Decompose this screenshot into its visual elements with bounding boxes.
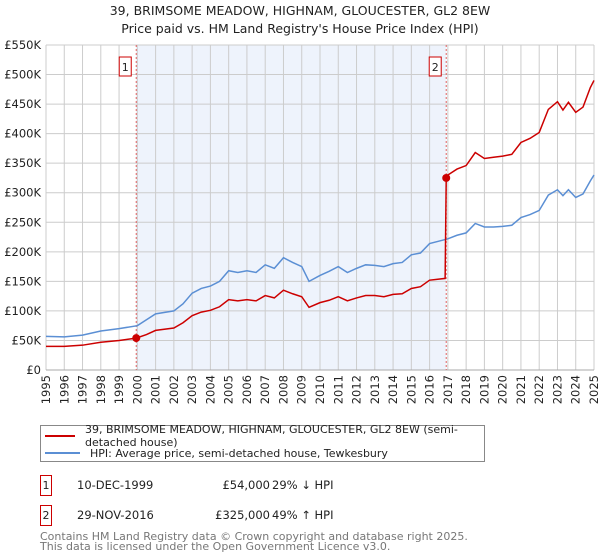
sale-hpi-diff: 49% ↑ HPI	[272, 508, 334, 522]
x-tick-label: 1995	[39, 375, 53, 404]
x-tick-label: 2000	[130, 375, 144, 404]
x-tick-label: 2020	[496, 375, 510, 404]
x-tick-label: 2001	[149, 375, 163, 404]
hpi-line	[45, 174, 595, 338]
x-tick-label: 2010	[313, 375, 327, 404]
x-tick-label: 2014	[386, 375, 400, 404]
y-tick-label: £350K	[4, 156, 41, 170]
sale-marker-badge: 2	[40, 505, 52, 526]
sale-marker-box	[118, 56, 132, 77]
sale-row: 2 29-NOV-2016 £325,000 49% ↑ HPI	[40, 505, 440, 526]
footer-licence: This data is licensed under the Open Gov…	[40, 540, 391, 553]
y-tick-label: £450K	[4, 97, 41, 111]
chart-subtitle: Price paid vs. HM Land Registry's House …	[121, 21, 479, 36]
x-tick-label: 2019	[477, 375, 491, 404]
y-tick-label: £550K	[4, 38, 41, 52]
y-tick-label: £0	[26, 363, 41, 377]
x-tick-label: 2023	[550, 375, 564, 404]
chart-title: 39, BRIMSOME MEADOW, HIGHNAM, GLOUCESTER…	[109, 3, 491, 18]
sale-point	[442, 173, 451, 182]
price-chart: 1995 1996 1997 1998 1999 2000 2001 2002 2003 2004…	[4, 38, 600, 404]
sale-marker-badge: 1	[40, 475, 52, 496]
x-tick-label: 2005	[222, 375, 236, 404]
footer-copyright: Contains HM Land Registry data © Crown c…	[40, 530, 468, 543]
legend-item-property: 39, BRIMSOME MEADOW, HIGHNAM, GLOUCESTER…	[45, 423, 484, 449]
sale-price: £54,000	[222, 478, 270, 492]
x-tick-label: 2015	[404, 375, 418, 404]
sale-date: 10-DEC-1999	[77, 478, 154, 492]
y-tick-label: £150K	[4, 274, 41, 288]
footer: Contains HM Land Registry data © Crown c…	[40, 530, 468, 553]
sale-marker-box	[428, 56, 442, 77]
x-tick-label: 2025	[587, 375, 600, 404]
sale-marker-label: 2	[432, 61, 439, 74]
x-tick-label: 2013	[368, 375, 382, 404]
x-tick-label: 2016	[423, 375, 437, 404]
y-tick-label: £50K	[12, 333, 42, 347]
y-tick-label: £100K	[4, 304, 41, 318]
y-tick-label: £400K	[4, 127, 41, 141]
y-tick-label: £200K	[4, 245, 41, 259]
x-tick-label: 2022	[532, 375, 546, 404]
sale-point	[132, 334, 141, 343]
legend: 39, BRIMSOME MEADOW, HIGHNAM, GLOUCESTER…	[40, 423, 485, 462]
red-line-swatch	[45, 435, 75, 437]
y-tick-label: £250K	[4, 215, 41, 229]
x-tick-label: 2021	[514, 375, 528, 404]
x-tick-label: 2024	[569, 375, 583, 404]
sale-row: 1 10-DEC-1999 £54,000 29% ↓ HPI	[40, 475, 440, 496]
x-tick-label: 2003	[185, 375, 199, 404]
x-tick-label: 2017	[441, 375, 455, 404]
legend-label: 39, BRIMSOME MEADOW, HIGHNAM, GLOUCESTER…	[85, 423, 458, 449]
x-tick-label: 2007	[258, 375, 272, 404]
shaded-period	[136, 45, 447, 370]
x-tick-label: 2012	[350, 375, 364, 404]
x-tick-label: 1997	[76, 375, 90, 404]
y-tick-label: £300K	[4, 186, 41, 200]
blue-line-swatch	[45, 452, 80, 454]
x-tick-label: 2018	[459, 375, 473, 404]
x-tick-label: 2004	[203, 375, 217, 404]
sale-marker-label: 1	[122, 61, 129, 74]
x-tick-label: 2002	[167, 375, 181, 404]
y-tick-label: £500K	[4, 68, 41, 82]
x-tick-label: 2008	[276, 375, 290, 404]
x-tick-label: 2006	[240, 375, 254, 404]
x-tick-label: 2009	[295, 375, 309, 404]
x-tick-label: 1996	[57, 375, 71, 404]
x-tick-label: 1999	[112, 375, 126, 404]
legend-label: HPI: Average price, semi-detached house,…	[90, 446, 388, 460]
x-tick-label: 2011	[331, 375, 345, 404]
legend-item-hpi: HPI: Average price, semi-detached house,…	[45, 445, 388, 461]
price-paid-line	[46, 80, 595, 348]
sale-hpi-diff: 29% ↓ HPI	[272, 478, 334, 492]
sale-date: 29-NOV-2016	[77, 508, 154, 522]
x-tick-label: 1998	[94, 375, 108, 404]
sale-price: £325,000	[215, 508, 270, 522]
